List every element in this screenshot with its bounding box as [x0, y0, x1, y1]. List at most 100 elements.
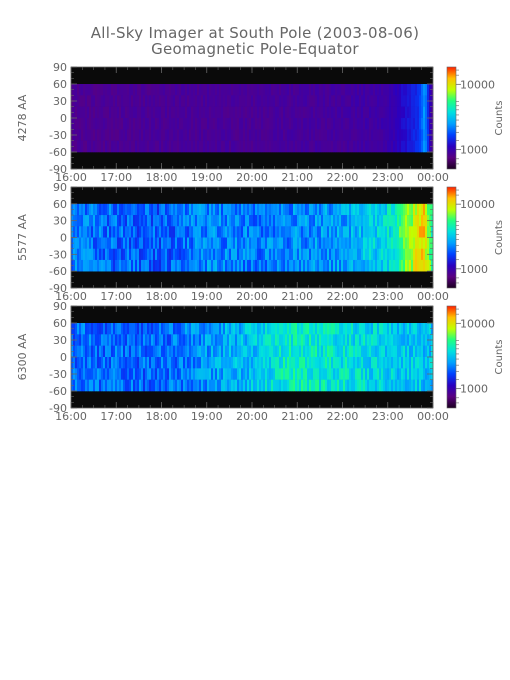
heat-cell: [103, 118, 106, 130]
heat-cell: [367, 129, 370, 141]
heat-cell: [211, 345, 214, 358]
heat-cell: [285, 357, 288, 369]
heat-cell: [359, 379, 362, 392]
heat-cell: [245, 248, 248, 261]
heat-cell: [131, 106, 134, 119]
heat-cell: [139, 95, 142, 107]
heat-cell: [311, 345, 314, 358]
heat-cell: [257, 203, 260, 216]
heat-cell: [111, 203, 114, 216]
heat-cell: [121, 129, 124, 141]
heat-cell: [357, 334, 360, 346]
heat-cell: [295, 129, 298, 141]
heat-cell: [151, 129, 154, 141]
heat-cell: [329, 129, 332, 141]
heat-cell: [263, 248, 266, 261]
heat-cell: [173, 95, 176, 107]
heat-cell: [241, 334, 244, 346]
heat-cell: [335, 248, 338, 261]
heat-cell: [99, 379, 102, 392]
heat-cell: [197, 368, 200, 380]
heat-cell: [389, 237, 392, 250]
heat-cell: [127, 248, 130, 261]
x-tick-label: 23:00: [372, 410, 404, 423]
heat-cell: [225, 226, 228, 238]
heat-cell: [425, 84, 428, 96]
heat-cell: [329, 259, 332, 272]
heat-cell: [275, 203, 278, 216]
heat-cell: [143, 334, 146, 346]
heat-cell: [363, 215, 366, 227]
heat-cell: [111, 215, 114, 227]
heat-cell: [359, 237, 362, 250]
heat-cell: [387, 140, 390, 153]
heat-cell: [377, 95, 380, 107]
heat-cell: [87, 226, 90, 238]
heat-cell: [355, 345, 358, 358]
heat-cell: [281, 323, 284, 335]
heat-cell: [141, 140, 144, 153]
heat-cell: [237, 259, 240, 272]
heat-cell: [131, 84, 134, 96]
heat-cell: [397, 357, 400, 369]
heat-cell: [291, 237, 294, 250]
heat-cell: [421, 323, 424, 335]
heat-cell: [209, 84, 212, 96]
colorbar-tick-label: 10000: [460, 198, 495, 211]
heat-cell: [153, 357, 156, 369]
heat-cell: [217, 95, 220, 107]
heat-cell: [325, 84, 328, 96]
heat-cell: [331, 129, 334, 141]
heat-cell: [293, 345, 296, 358]
heat-cell: [159, 140, 162, 153]
heat-cell: [203, 129, 206, 141]
heat-cell: [179, 203, 182, 216]
heat-cell: [91, 323, 94, 335]
heat-cell: [73, 203, 76, 216]
heat-cell: [133, 368, 136, 380]
heat-cell: [141, 84, 144, 96]
heat-cell: [221, 129, 224, 141]
heat-cell: [345, 323, 348, 335]
heat-cell: [313, 140, 316, 153]
heat-cell: [83, 215, 86, 227]
heat-cell: [153, 248, 156, 261]
heat-cell: [153, 129, 156, 141]
heat-cell: [405, 118, 408, 130]
heat-cell: [123, 118, 126, 130]
heat-cell: [95, 203, 98, 216]
heat-cell: [383, 259, 386, 272]
heat-cell: [385, 368, 388, 380]
heat-cell: [179, 323, 182, 335]
heat-cell: [105, 248, 108, 261]
heat-cell: [369, 334, 372, 346]
heat-cell: [243, 323, 246, 335]
heat-cell: [193, 259, 196, 272]
heat-cell: [129, 334, 132, 346]
heat-cell: [121, 379, 124, 392]
heat-cell: [281, 334, 284, 346]
heat-cell: [247, 203, 250, 216]
heat-cell: [99, 203, 102, 216]
heat-cell: [103, 248, 106, 261]
heat-cell: [303, 118, 306, 130]
heat-cell: [179, 334, 182, 346]
heat-cell: [97, 106, 100, 119]
heat-cell: [205, 345, 208, 358]
heat-cell: [167, 106, 170, 119]
heat-cell: [119, 95, 122, 107]
heat-cell: [299, 84, 302, 96]
heat-cell: [213, 259, 216, 272]
heat-cell: [409, 118, 412, 130]
heat-cell: [167, 345, 170, 358]
heat-cell: [381, 140, 384, 153]
heat-cell: [237, 84, 240, 96]
heat-cell: [207, 226, 210, 238]
heat-cell: [291, 106, 294, 119]
heat-cell: [411, 226, 414, 238]
heat-cell: [191, 323, 194, 335]
heat-cell: [175, 334, 178, 346]
heat-cell: [319, 95, 322, 107]
heat-cell: [363, 248, 366, 261]
heat-cell: [207, 379, 210, 392]
